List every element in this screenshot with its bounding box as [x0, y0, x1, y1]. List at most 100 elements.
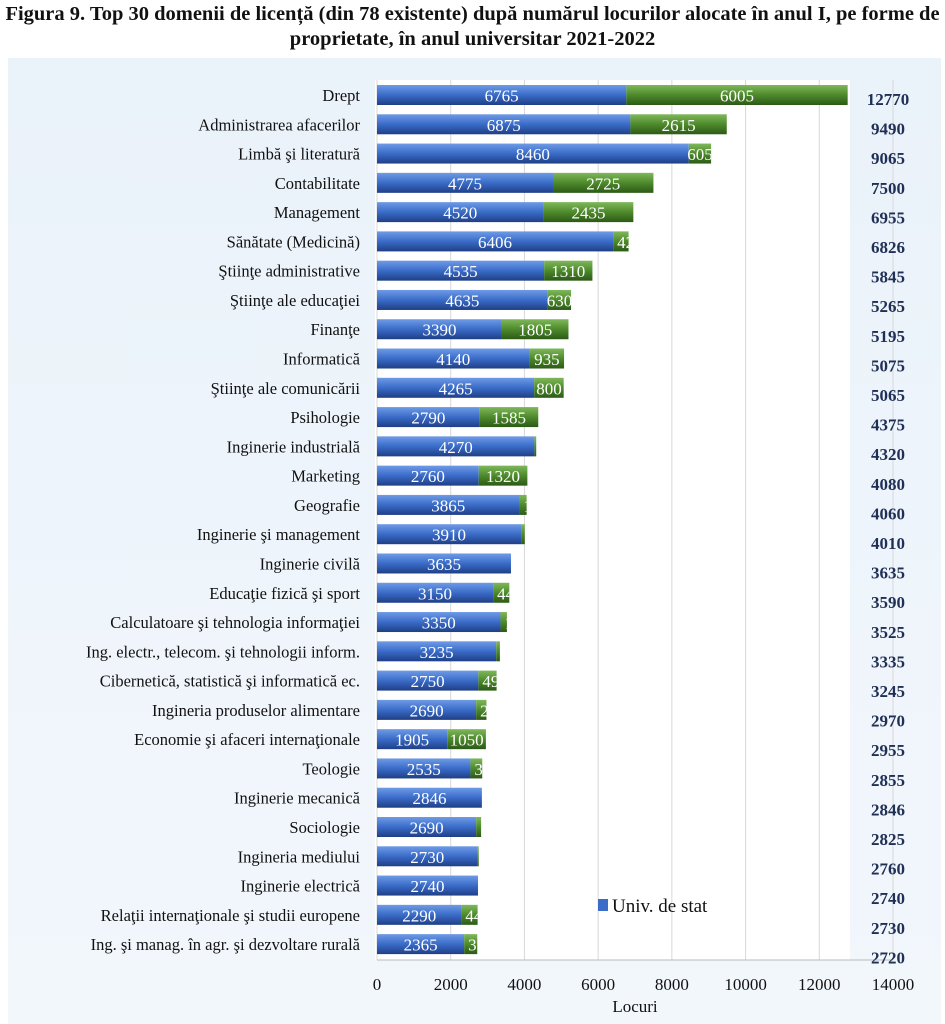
data-label-private: 2435 — [571, 204, 605, 223]
bar-private — [688, 143, 712, 164]
category-label: Administrarea afacerilor — [198, 115, 360, 134]
data-label-univ-de-stat: 3350 — [422, 614, 456, 633]
data-label-private: 6005 — [720, 87, 754, 106]
category-label: Educaţie fizică şi sport — [209, 584, 360, 603]
category-label: Management — [274, 203, 361, 222]
category-label: Ing. şi manag. în agr. şi dezvoltare rur… — [91, 935, 361, 954]
total-label: 3335 — [871, 652, 905, 671]
bar-univ-de-stat — [377, 260, 545, 281]
total-label: 2730 — [871, 919, 905, 938]
bar-univ-de-stat — [377, 172, 553, 193]
data-label-univ-de-stat: 2790 — [411, 409, 445, 428]
data-label-univ-de-stat: 3390 — [422, 321, 456, 340]
total-label: 4375 — [871, 416, 905, 435]
data-label-univ-de-stat: 2535 — [407, 760, 441, 779]
category-label: Ştiinţe ale comunicării — [211, 379, 361, 398]
data-label-univ-de-stat: 2740 — [410, 877, 444, 896]
bar-univ-de-stat — [377, 319, 502, 340]
data-label-univ-de-stat: 2730 — [410, 848, 444, 867]
bar-private — [470, 758, 483, 779]
x-tick-label: 10000 — [724, 975, 767, 994]
data-label-private: 175 — [504, 614, 530, 633]
data-label-univ-de-stat: 2846 — [412, 789, 446, 808]
category-label: Finanţe — [311, 320, 361, 339]
category-label: Ingineria mediului — [238, 847, 361, 866]
data-label-private: 2615 — [662, 116, 696, 135]
total-label: 2955 — [871, 741, 905, 760]
data-label-private: 135 — [480, 819, 506, 838]
data-label-private: 420 — [617, 233, 643, 252]
data-label-univ-de-stat: 2760 — [411, 467, 445, 486]
bar-univ-de-stat — [377, 875, 478, 896]
category-label: Inginerie şi management — [197, 525, 361, 544]
bar-univ-de-stat — [377, 465, 479, 486]
data-label-univ-de-stat: 8460 — [516, 145, 550, 164]
bar-private — [547, 289, 572, 310]
bar-univ-de-stat — [377, 377, 535, 398]
bar-univ-de-stat — [377, 553, 511, 574]
category-label: Drept — [322, 86, 360, 105]
bar-private — [500, 612, 507, 633]
data-label-univ-de-stat: 4265 — [439, 379, 473, 398]
bar-univ-de-stat — [377, 231, 614, 252]
total-label: 2970 — [871, 712, 905, 731]
bar-private — [529, 348, 565, 369]
total-label: 7500 — [871, 179, 905, 198]
data-label-private: 195 — [523, 496, 549, 515]
category-label: Sănătate (Medicină) — [227, 232, 360, 251]
bar-private — [477, 846, 479, 867]
data-label-univ-de-stat: 3235 — [420, 643, 454, 662]
total-label: 5195 — [871, 327, 905, 346]
x-tick-label: 4000 — [507, 975, 541, 994]
bar-univ-de-stat — [377, 641, 497, 662]
bar-univ-de-stat — [377, 202, 544, 223]
total-label: 3635 — [871, 564, 905, 583]
bar-univ-de-stat — [377, 699, 477, 720]
data-label-private: 1585 — [492, 409, 526, 428]
total-label: 3525 — [871, 623, 905, 642]
total-label: 2760 — [871, 860, 905, 879]
data-label-univ-de-stat: 4140 — [436, 350, 470, 369]
bar-private — [521, 524, 525, 545]
bar-univ-de-stat — [377, 729, 448, 750]
chart-title: Figura 9. Top 30 domenii de licență (din… — [5, 3, 940, 50]
data-label-private: 800 — [536, 379, 562, 398]
bar-univ-de-stat — [377, 846, 478, 867]
data-label-private: 630 — [547, 291, 573, 310]
category-label: Marketing — [291, 467, 360, 486]
bar-univ-de-stat — [377, 85, 627, 105]
data-label-univ-de-stat: 2690 — [410, 701, 444, 720]
data-label-private: 280 — [480, 701, 506, 720]
bar-private — [544, 260, 593, 281]
bar-private — [476, 699, 487, 720]
data-label-private: 320 — [474, 760, 500, 779]
bar-univ-de-stat — [377, 348, 530, 369]
bar-univ-de-stat — [377, 436, 535, 457]
total-label: 9065 — [871, 149, 905, 168]
bar-private — [613, 231, 629, 252]
data-label-univ-de-stat: 6875 — [487, 116, 521, 135]
total-label: 3245 — [871, 682, 905, 701]
data-label-univ-de-stat: 6765 — [485, 87, 519, 106]
data-label-univ-de-stat: 2290 — [402, 906, 436, 925]
data-label-univ-de-stat: 3865 — [431, 496, 465, 515]
bar-univ-de-stat — [377, 934, 465, 955]
data-label-private: 1805 — [518, 321, 552, 340]
plot-area — [375, 80, 850, 960]
bar-univ-de-stat — [377, 787, 482, 808]
category-label: Ştiinţe administrative — [218, 262, 360, 281]
category-label: Sociologie — [289, 818, 360, 837]
data-label-univ-de-stat: 1905 — [395, 731, 429, 750]
total-label: 5265 — [871, 297, 905, 316]
bar-private — [476, 817, 482, 837]
data-label-univ-de-stat: 4270 — [439, 438, 473, 457]
bar-private — [447, 729, 486, 750]
bar-univ-de-stat — [377, 670, 479, 691]
data-label-univ-de-stat: 4520 — [443, 204, 477, 223]
bar-univ-de-stat — [377, 114, 631, 135]
category-label: Teologie — [303, 759, 361, 778]
total-label: 4320 — [871, 445, 905, 464]
data-label-private: 605 — [687, 145, 713, 164]
bar-private — [626, 85, 848, 105]
